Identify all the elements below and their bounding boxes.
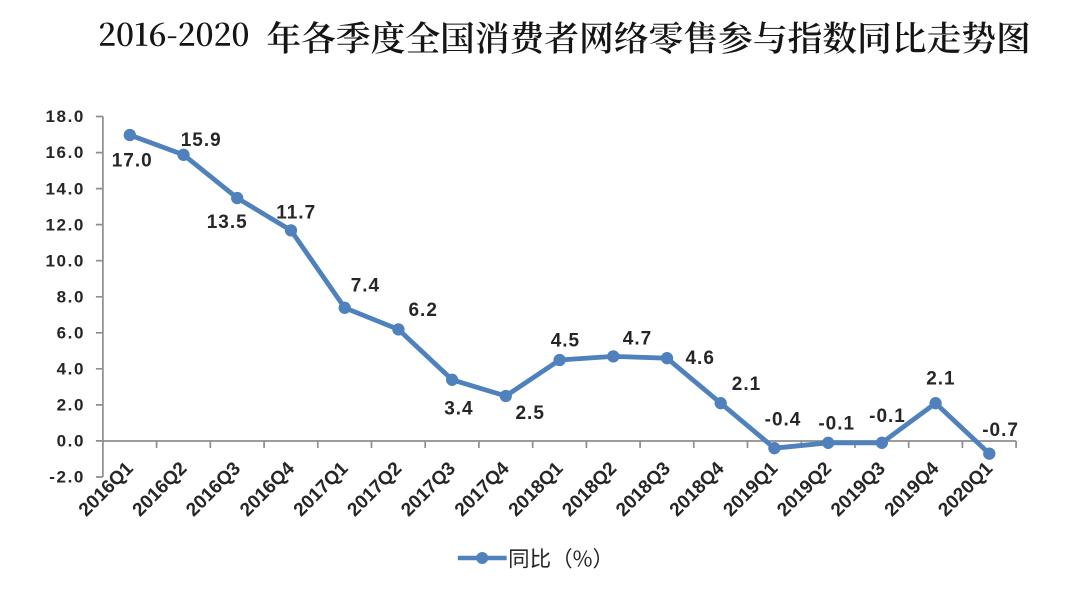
svg-text:2.5: 2.5 <box>515 403 544 424</box>
svg-text:0.0: 0.0 <box>57 432 85 451</box>
svg-text:4.0: 4.0 <box>57 360 85 379</box>
svg-text:13.5: 13.5 <box>207 212 248 233</box>
svg-text:7.4: 7.4 <box>351 275 380 296</box>
svg-text:2.1: 2.1 <box>926 368 955 389</box>
svg-text:12.0: 12.0 <box>46 215 86 234</box>
svg-text:-0.1: -0.1 <box>818 414 855 435</box>
svg-text:-0.7: -0.7 <box>982 420 1019 441</box>
svg-text:14.0: 14.0 <box>46 179 86 198</box>
svg-text:4.7: 4.7 <box>623 329 652 350</box>
svg-text:6.2: 6.2 <box>408 300 437 321</box>
svg-text:6.0: 6.0 <box>57 324 85 343</box>
svg-text:-0.4: -0.4 <box>765 410 802 431</box>
svg-text:11.7: 11.7 <box>276 202 316 223</box>
svg-text:15.9: 15.9 <box>181 130 222 151</box>
svg-text:2.0: 2.0 <box>57 396 85 415</box>
svg-text:-0.1: -0.1 <box>869 406 906 427</box>
svg-text:3.4: 3.4 <box>444 398 473 419</box>
svg-text:-2.0: -2.0 <box>49 468 85 487</box>
svg-text:17.0: 17.0 <box>112 150 153 171</box>
svg-text:4.5: 4.5 <box>551 331 580 352</box>
svg-text:16.0: 16.0 <box>46 143 86 162</box>
svg-text:18.0: 18.0 <box>46 107 86 126</box>
svg-text:2.1: 2.1 <box>732 374 761 395</box>
svg-text:10.0: 10.0 <box>46 251 86 270</box>
svg-text:8.0: 8.0 <box>57 287 85 306</box>
svg-text:4.6: 4.6 <box>685 348 714 369</box>
